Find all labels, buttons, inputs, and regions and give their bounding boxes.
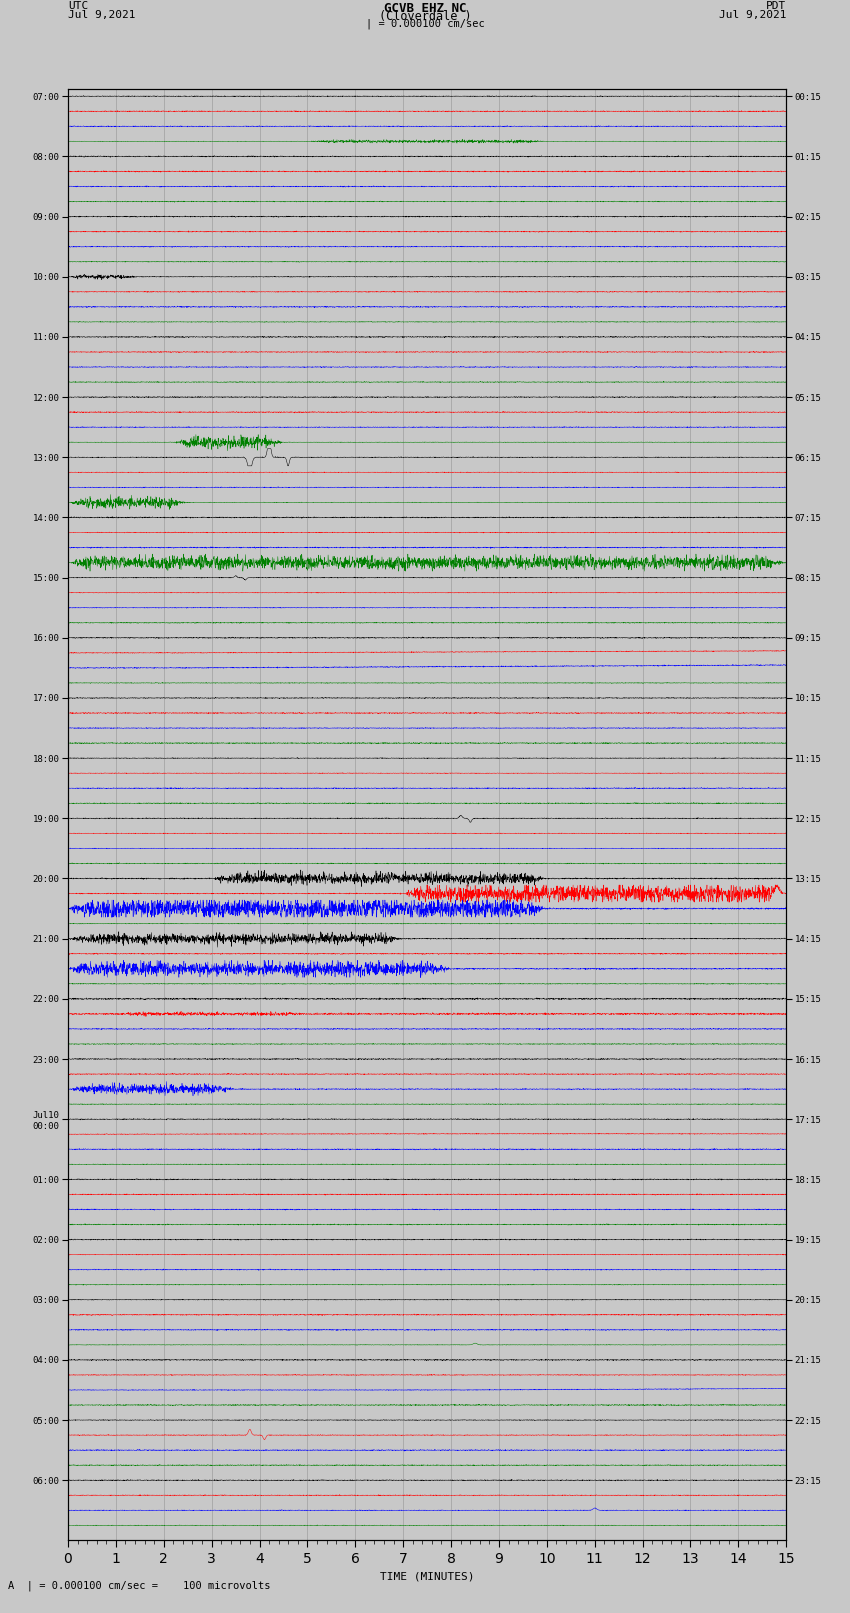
Text: Jul 9,2021: Jul 9,2021 [68,10,135,19]
Text: GCVB EHZ NC: GCVB EHZ NC [383,3,467,16]
Text: PDT: PDT [766,0,786,11]
Text: | = 0.000100 cm/sec: | = 0.000100 cm/sec [366,18,484,29]
Text: Jul 9,2021: Jul 9,2021 [719,10,786,19]
X-axis label: TIME (MINUTES): TIME (MINUTES) [380,1571,474,1582]
Text: A  | = 0.000100 cm/sec =    100 microvolts: A | = 0.000100 cm/sec = 100 microvolts [8,1581,271,1592]
Text: (Cloverdale ): (Cloverdale ) [379,11,471,24]
Text: UTC: UTC [68,0,88,11]
